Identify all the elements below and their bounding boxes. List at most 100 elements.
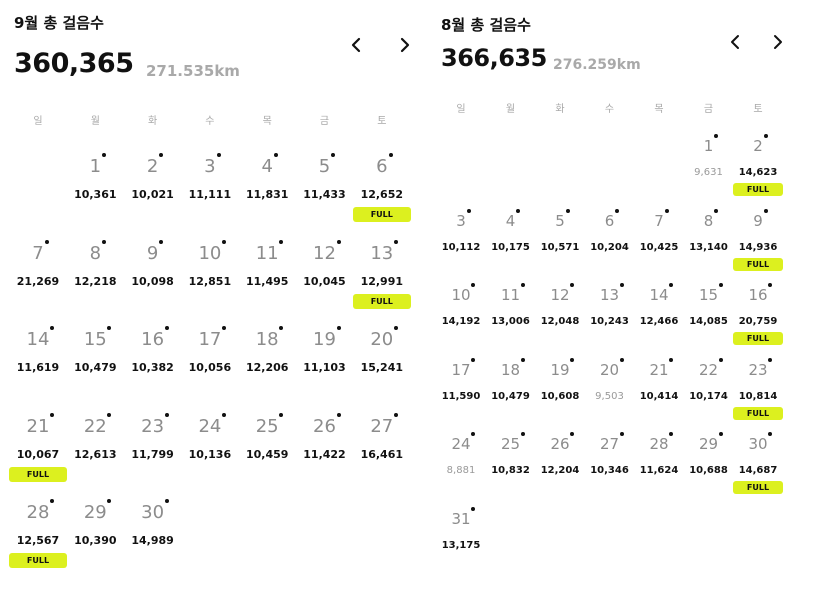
calendar-day-cell[interactable]: 22 10,174 — [681, 357, 737, 447]
day-number: 3 — [204, 156, 216, 177]
day-number: 16 — [141, 329, 165, 350]
day-number: 27 — [599, 435, 620, 453]
calendar-day-cell[interactable]: 2 14,623 FULL — [730, 134, 786, 223]
calendar-day-cell[interactable]: 4 11,831 — [239, 153, 295, 242]
calendar-day-cell[interactable]: 6 10,204 — [582, 208, 638, 298]
calendar-day-cell[interactable]: 9 10,098 — [125, 239, 181, 329]
day-number: 22 — [698, 360, 719, 379]
activity-dot — [50, 412, 55, 417]
calendar-day-cell[interactable]: 11 13,006 — [483, 283, 539, 372]
calendar-day-cell[interactable]: 19 10,608 — [532, 357, 588, 447]
calendar-day-cell[interactable]: 3 11,111 — [182, 153, 238, 242]
day-steps: 12,991 — [360, 274, 404, 288]
calendar-day-cell[interactable]: 1 9,631 — [681, 134, 737, 223]
calendar-day-cell[interactable]: 8 13,140 — [681, 208, 737, 298]
activity-dot — [615, 208, 620, 213]
calendar-day-cell[interactable]: 17 11,590 — [433, 357, 489, 447]
calendar-day-cell[interactable]: 25 10,459 — [239, 412, 295, 502]
activity-dot — [102, 153, 107, 157]
activity-dot — [164, 326, 169, 330]
calendar-day-cell[interactable]: 20 15,241 — [354, 326, 410, 415]
calendar-day-cell[interactable]: 13 12,991 FULL — [352, 239, 411, 329]
calendar-day-cell[interactable]: 5 10,571 — [532, 208, 588, 298]
day-steps: 10,390 — [74, 534, 117, 547]
calendar-day-cell[interactable]: 21 10,067 FULL — [9, 412, 67, 502]
calendar-day-cell[interactable]: 15 14,085 — [681, 283, 737, 372]
activity-dot — [388, 153, 393, 157]
calendar-day-cell[interactable]: 18 10,479 — [483, 357, 539, 447]
calendar-day-cell[interactable]: 29 10,390 — [67, 499, 123, 588]
calendar-day-cell[interactable]: 27 10,346 — [582, 432, 638, 521]
day-number: 13 — [370, 242, 394, 264]
calendar-day-cell[interactable]: 10 12,851 — [182, 239, 238, 329]
calendar-day-cell[interactable]: 13 10,243 — [582, 283, 638, 372]
calendar-day-cell[interactable]: 30 14,989 — [125, 499, 181, 588]
calendar-day-cell[interactable]: 19 11,103 — [297, 326, 353, 415]
weekday-label: 일 — [456, 104, 466, 115]
calendar-day-cell[interactable]: 30 14,687 FULL — [730, 432, 786, 521]
calendar-day-cell[interactable]: 22 12,613 — [67, 412, 123, 502]
next-month-button[interactable] — [397, 37, 413, 53]
calendar-day-cell[interactable]: 7 21,269 — [10, 239, 66, 329]
activity-dot — [471, 432, 476, 436]
day-number: 14 — [26, 329, 50, 350]
calendar-day-cell[interactable]: 14 12,466 — [631, 283, 687, 372]
full-badge: FULL — [733, 481, 783, 494]
activity-dot — [279, 239, 284, 244]
day-steps: 11,433 — [303, 188, 346, 201]
day-steps: 10,021 — [131, 188, 174, 201]
calendar-day-cell[interactable]: 28 12,567 FULL — [9, 499, 67, 588]
calendar-day-cell[interactable]: 14 11,619 — [10, 326, 66, 415]
calendar-day-cell[interactable]: 26 11,422 — [297, 412, 353, 502]
calendar-day-cell[interactable]: 15 10,479 — [67, 326, 123, 415]
calendar-day-cell[interactable]: 17 10,056 — [182, 326, 238, 415]
calendar-day-cell[interactable]: 28 11,624 — [631, 432, 687, 521]
calendar-day-cell[interactable]: 3 10,112 — [433, 208, 489, 298]
activity-dot — [393, 326, 398, 330]
activity-dot — [718, 283, 723, 287]
day-steps: 14,936 — [738, 241, 778, 253]
activity-dot — [669, 357, 674, 362]
calendar-day-cell[interactable]: 11 11,495 — [239, 239, 295, 329]
calendar-day-cell[interactable]: 12 10,045 — [297, 239, 353, 329]
calendar-day-cell[interactable]: 20 9,503 — [582, 357, 638, 447]
prev-month-button[interactable] — [727, 34, 743, 50]
calendar-day-cell[interactable]: 8 12,218 — [67, 239, 123, 329]
activity-dot — [570, 357, 575, 362]
day-steps: 14,623 — [738, 167, 778, 178]
calendar-day-cell[interactable]: 31 13,175 — [433, 506, 489, 596]
calendar-day-cell[interactable]: 23 11,799 — [125, 412, 181, 502]
activity-dot — [159, 153, 164, 157]
calendar-day-cell[interactable]: 27 16,461 — [354, 412, 410, 502]
day-number: 10 — [451, 286, 471, 304]
calendar-day-cell[interactable]: 25 10,832 — [483, 432, 539, 521]
calendar-day-cell[interactable]: 2 10,021 — [125, 153, 181, 242]
calendar-day-cell[interactable]: 23 10,814 FULL — [730, 357, 786, 447]
calendar-day-cell[interactable]: 6 12,652 FULL — [352, 153, 411, 242]
calendar-day-cell[interactable]: 16 20,759 FULL — [730, 283, 786, 372]
calendar-day-cell[interactable]: 21 10,414 — [631, 357, 687, 447]
day-number: 18 — [500, 360, 521, 379]
calendar-day-cell[interactable]: 26 12,204 — [532, 432, 588, 521]
next-month-button[interactable] — [770, 34, 786, 50]
calendar-day-cell[interactable]: 16 10,382 — [125, 326, 181, 415]
activity-dot — [107, 412, 112, 417]
day-steps: 10,479 — [74, 361, 117, 374]
calendar-day-cell[interactable]: 18 12,206 — [239, 326, 295, 415]
calendar-day-cell[interactable]: 1 10,361 — [67, 153, 123, 242]
activity-dot — [570, 432, 575, 436]
calendar-day-cell[interactable]: 9 14,936 FULL — [730, 208, 786, 298]
day-number: 26 — [550, 435, 570, 453]
calendar-day-cell[interactable]: 10 14,192 — [433, 283, 489, 372]
day-number: 19 — [313, 329, 336, 350]
calendar-day-cell[interactable]: 29 10,688 — [681, 432, 737, 521]
calendar-day-cell[interactable]: 7 10,425 — [631, 208, 687, 298]
full-badge: FULL — [733, 332, 783, 345]
day-steps: 16,461 — [360, 447, 404, 461]
calendar-day-cell[interactable]: 4 10,175 — [483, 208, 539, 298]
prev-month-button[interactable] — [348, 37, 364, 53]
calendar-day-cell[interactable]: 24 8,881 — [433, 432, 489, 521]
calendar-day-cell[interactable]: 24 10,136 — [182, 412, 238, 502]
calendar-day-cell[interactable]: 12 12,048 — [532, 283, 588, 372]
calendar-day-cell[interactable]: 5 11,433 — [297, 153, 353, 242]
